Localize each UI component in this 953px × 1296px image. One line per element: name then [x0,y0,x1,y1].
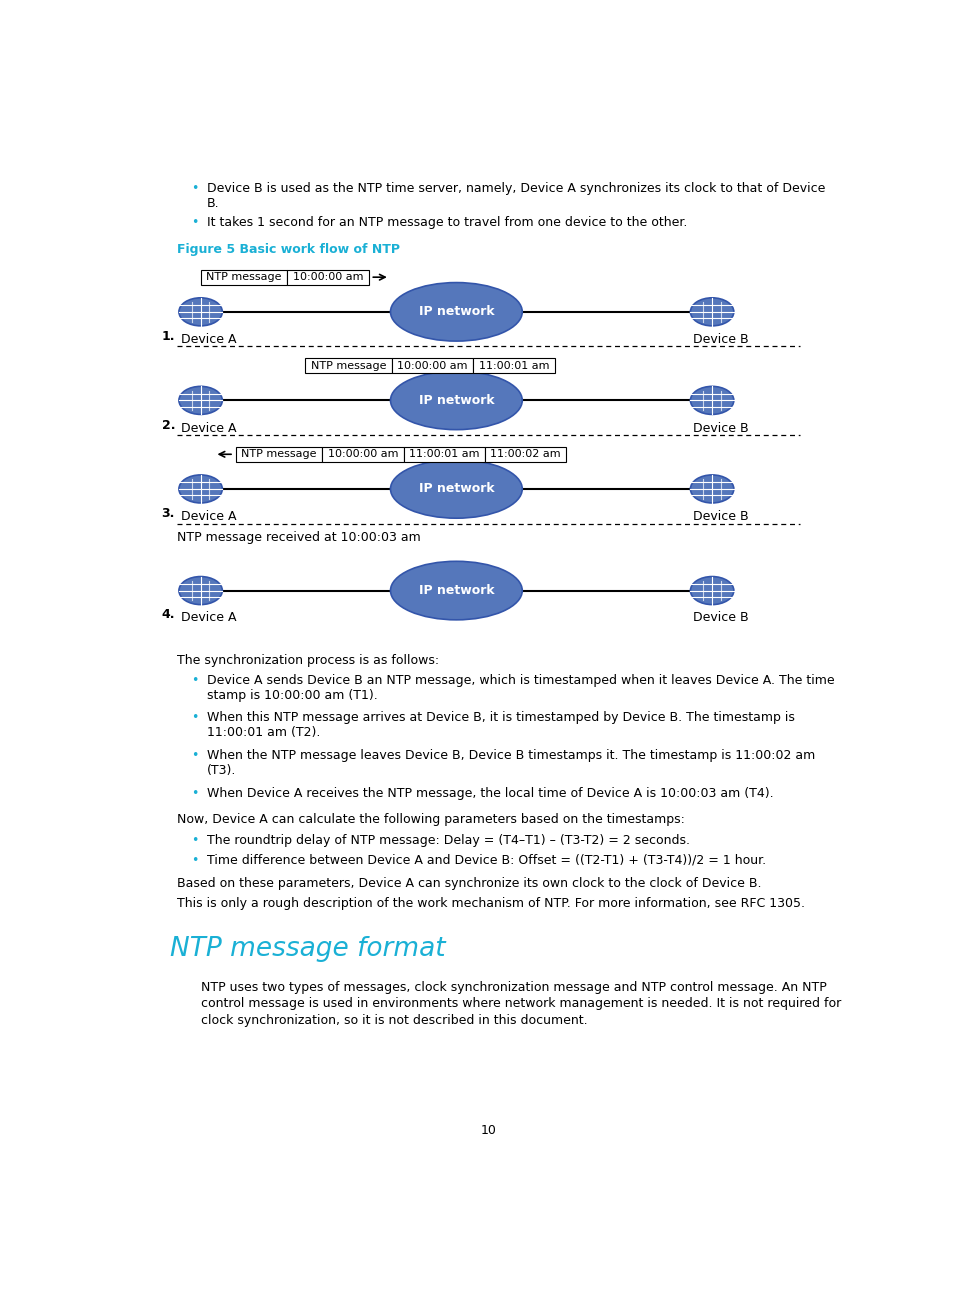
FancyBboxPatch shape [322,447,403,461]
Text: Device A sends Device B an NTP message, which is timestamped when it leaves Devi: Device A sends Device B an NTP message, … [207,674,834,687]
Text: Device A: Device A [181,333,236,346]
Text: clock synchronization, so it is not described in this document.: clock synchronization, so it is not desc… [200,1013,587,1026]
Text: IP network: IP network [418,306,494,319]
Ellipse shape [179,386,222,415]
Text: 1.: 1. [161,330,174,343]
Text: Based on these parameters, Device A can synchronize its own clock to the clock o: Based on these parameters, Device A can … [177,877,761,890]
Text: NTP message: NTP message [241,450,316,459]
Text: •: • [192,749,198,762]
Text: Device A: Device A [181,511,236,524]
Text: NTP message received at 10:00:03 am: NTP message received at 10:00:03 am [177,531,420,544]
Text: 10:00:00 am: 10:00:00 am [328,450,397,459]
Text: •: • [192,854,198,867]
Text: Device A: Device A [181,422,236,435]
FancyBboxPatch shape [473,358,555,373]
Text: •: • [192,674,198,687]
Text: stamp is 10:00:00 am (T1).: stamp is 10:00:00 am (T1). [207,688,377,701]
Ellipse shape [690,298,733,325]
Text: 4.: 4. [161,608,174,621]
Ellipse shape [179,474,222,503]
Text: Device B is used as the NTP time server, namely, Device A synchronizes its clock: Device B is used as the NTP time server,… [207,181,824,194]
Text: Figure 5 Basic work flow of NTP: Figure 5 Basic work flow of NTP [177,242,400,255]
Text: control message is used in environments where network management is needed. It i: control message is used in environments … [200,997,840,1010]
Text: •: • [192,215,198,228]
Text: When this NTP message arrives at Device B, it is timestamped by Device B. The ti: When this NTP message arrives at Device … [207,712,794,724]
Text: Time difference between Device A and Device B: Offset = ((T2-T1) + (T3-T4))/2 = : Time difference between Device A and Dev… [207,854,765,867]
Text: 11:00:02 am: 11:00:02 am [490,450,560,459]
Text: When the NTP message leaves Device B, Device B timestamps it. The timestamp is 1: When the NTP message leaves Device B, De… [207,749,814,762]
Ellipse shape [390,460,521,518]
Text: The synchronization process is as follows:: The synchronization process is as follow… [177,653,439,666]
Text: 10:00:00 am: 10:00:00 am [293,272,363,283]
Text: The roundtrip delay of NTP message: Delay = (T4–T1) – (T3-T2) = 2 seconds.: The roundtrip delay of NTP message: Dela… [207,833,689,846]
Text: 2.: 2. [161,419,174,432]
Text: Device A: Device A [181,612,236,625]
Text: NTP message format: NTP message format [170,936,445,962]
Text: (T3).: (T3). [207,765,236,778]
Text: NTP message: NTP message [206,272,281,283]
Text: This is only a rough description of the work mechanism of NTP. For more informat: This is only a rough description of the … [177,897,804,910]
Ellipse shape [690,386,733,415]
Text: 11:00:01 am (T2).: 11:00:01 am (T2). [207,727,320,740]
Ellipse shape [690,577,733,605]
Text: •: • [192,181,198,194]
Text: 11:00:01 am: 11:00:01 am [478,360,549,371]
Text: It takes 1 second for an NTP message to travel from one device to the other.: It takes 1 second for an NTP message to … [207,215,686,228]
Text: When Device A receives the NTP message, the local time of Device A is 10:00:03 a: When Device A receives the NTP message, … [207,787,773,800]
Text: Now, Device A can calculate the following parameters based on the timestamps:: Now, Device A can calculate the followin… [177,814,684,827]
Text: NTP message: NTP message [311,360,386,371]
Text: •: • [192,787,198,800]
Text: IP network: IP network [418,584,494,597]
Text: •: • [192,833,198,846]
FancyBboxPatch shape [235,447,322,461]
Text: IP network: IP network [418,482,494,495]
Text: 11:00:01 am: 11:00:01 am [409,450,479,459]
Text: B.: B. [207,197,219,210]
Text: 10:00:00 am: 10:00:00 am [397,360,468,371]
Text: IP network: IP network [418,394,494,407]
Text: •: • [192,712,198,724]
Text: 3.: 3. [161,508,174,521]
Ellipse shape [390,283,521,341]
Ellipse shape [179,298,222,325]
FancyBboxPatch shape [403,447,484,461]
Ellipse shape [390,371,521,430]
Text: Device B: Device B [692,333,747,346]
Ellipse shape [390,561,521,619]
Text: Device B: Device B [692,422,747,435]
Ellipse shape [690,474,733,503]
Text: 10: 10 [480,1124,497,1137]
Text: NTP uses two types of messages, clock synchronization message and NTP control me: NTP uses two types of messages, clock sy… [200,981,825,994]
FancyBboxPatch shape [200,270,287,285]
FancyBboxPatch shape [287,270,369,285]
Text: Device B: Device B [692,511,747,524]
FancyBboxPatch shape [392,358,473,373]
Text: Device B: Device B [692,612,747,625]
FancyBboxPatch shape [484,447,566,461]
FancyBboxPatch shape [305,358,392,373]
Ellipse shape [179,577,222,605]
